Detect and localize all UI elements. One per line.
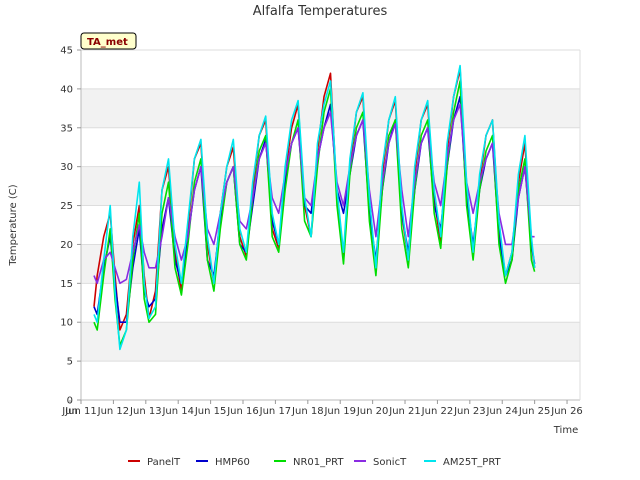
series-line-am25t_prt	[93, 64, 536, 351]
x-tick-label: Jun	[61, 406, 78, 417]
chart-title: Alfalfa Temperatures	[253, 4, 388, 19]
legend-label-hmp60: HMP60	[215, 457, 250, 468]
badge-box	[80, 32, 137, 50]
legend-label-am25t_prt: AM25T_PRT	[443, 457, 502, 468]
x-tick-label: Jun 25	[518, 406, 551, 417]
x-tick-label: Jun 26	[550, 406, 583, 417]
grid-band	[81, 322, 580, 362]
grid-band	[81, 166, 580, 206]
y-axis-label: Temperature (C)	[8, 184, 19, 266]
legend-label-nr01_prt: NR01_PRT	[293, 457, 344, 468]
series-lines	[93, 64, 536, 351]
grid-band	[81, 244, 580, 284]
y-tick-label: 5	[67, 357, 73, 368]
x-axis-label: Time	[553, 425, 578, 436]
x-tick-label: Jun 23	[453, 406, 486, 417]
x-tick-label: Jun 17	[259, 406, 292, 417]
x-tick-label: Jun 21	[388, 406, 421, 417]
x-tick-label: Jun 20	[356, 406, 389, 417]
badge-label: TA_met	[87, 37, 128, 48]
x-tick-label: Jun 19	[323, 406, 356, 417]
y-tick-label: 45	[60, 46, 73, 57]
x-tick-label: Jun 11	[64, 406, 97, 417]
x-tick-label: Jun 12	[97, 406, 130, 417]
y-tick-label: 35	[60, 123, 73, 134]
x-tick-label: Jun 14	[161, 406, 194, 417]
y-tick-label: 15	[60, 279, 73, 290]
series-line-sonict	[93, 103, 535, 285]
legend: PanelT HMP60 NR01_PRT SonicT AM25T_PRT	[128, 457, 502, 468]
x-tick-label: Jun 13	[129, 406, 162, 417]
x-tick-label: Jun 16	[226, 406, 259, 417]
y-tick-label: 30	[60, 162, 73, 173]
y-tick-label: 25	[60, 201, 73, 212]
x-tick-label: Jun 24	[485, 406, 518, 417]
badge: TA_met	[80, 32, 137, 50]
x-tick-label: Jun 18	[291, 406, 324, 417]
y-tick-label: 20	[60, 240, 73, 251]
legend-label-sonict: SonicT	[373, 457, 407, 468]
y-tick-label: 40	[60, 84, 73, 95]
x-tick-label: Jun 15	[194, 406, 227, 417]
y-tick-label: 10	[60, 318, 73, 329]
x-tick-label: Jun 22	[421, 406, 454, 417]
legend-label-panelt: PanelT	[147, 457, 181, 468]
